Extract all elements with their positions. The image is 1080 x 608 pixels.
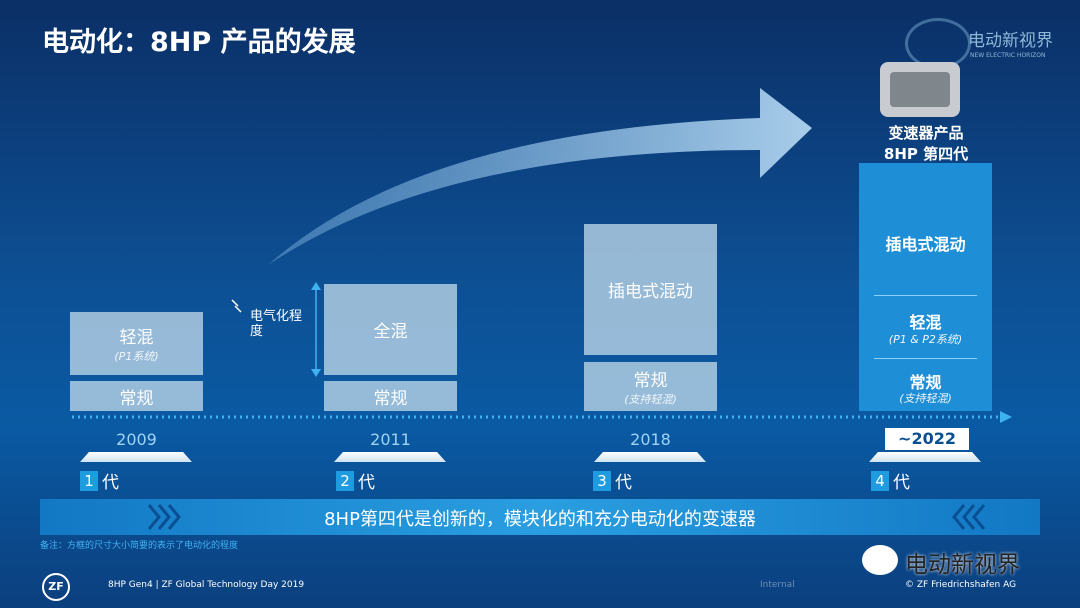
year: 2011 [370, 430, 411, 449]
gen-suffix: 代 [615, 473, 632, 493]
block-label: 常规 [373, 388, 408, 409]
footer-logo: ZF [42, 573, 70, 601]
footer-center: Internal [760, 580, 795, 590]
block-label: 常规 [119, 388, 154, 409]
banner-text: 8HP第四代是创新的，模块化的和充分电动化的变速器 [324, 509, 756, 530]
block-sub: (支持轻混) [899, 392, 952, 405]
gen-suffix: 代 [102, 473, 119, 493]
block: 常规 [324, 381, 457, 411]
block-label: 常规 [633, 371, 668, 391]
growth-arrow [268, 88, 812, 265]
block-label: 轻混 [909, 313, 942, 332]
note: 备注：方框的尺寸大小简要的表示了电动化的程度 [40, 541, 239, 551]
axis-head-top [311, 282, 321, 290]
footer-left: 8HP Gen4 | ZF Global Technology Day 2019 [108, 580, 305, 590]
block: 插电式混动 [584, 224, 717, 355]
divider [874, 295, 977, 296]
year-base [869, 452, 981, 462]
title: 电动化：8HP 产品的发展 [42, 27, 356, 58]
product-line1: 变速器产品 [888, 124, 964, 142]
gen-number: 4 [871, 470, 889, 491]
banner: 8HP第四代是创新的，模块化的和充分电动化的变速器 [40, 499, 1040, 535]
year-base [334, 452, 446, 462]
logo-name: 电动新视界 [968, 31, 1053, 51]
block: 轻混 (P1系统) [70, 312, 203, 375]
logo-tagline: NEW ELECTRIC HORIZON [970, 52, 1046, 59]
wechat-icon [862, 545, 898, 575]
footer-right: © ZF Friedrichshafen AG [905, 580, 1017, 590]
axis-label: 电气化程度 [250, 309, 303, 339]
block-label: 插电式混动 [608, 282, 693, 302]
gen4-box: 插电式混动 轻混 (P1 & P2系统) 常规 (支持轻混) [859, 163, 992, 411]
divider [874, 358, 977, 359]
chevrons-left [147, 504, 181, 530]
block: 常规 [70, 381, 203, 411]
block-label: 常规 [909, 373, 942, 392]
gen-suffix: 代 [893, 473, 910, 493]
year-base [594, 452, 706, 462]
product-image-detail [890, 72, 950, 107]
chevrons-right [952, 504, 986, 530]
year-base [80, 452, 192, 462]
gen-number: 3 [593, 470, 611, 491]
year: 2009 [116, 430, 157, 449]
block-sub: (P1 & P2系统) [888, 333, 963, 346]
block-label: 轻混 [119, 328, 154, 348]
block: 常规 (支持轻混) [584, 362, 717, 411]
watermark: 电动新视界 [905, 552, 1020, 578]
axis-head-bottom [311, 369, 321, 377]
block: 全混 [324, 284, 457, 375]
product-line2: 8HP 第四代 [883, 145, 969, 163]
block-sub: (P1系统) [114, 350, 159, 363]
block-sub: (支持轻混) [624, 393, 677, 406]
year: 2018 [630, 430, 671, 449]
timeline-head [1000, 411, 1012, 423]
block-label: 全混 [373, 322, 408, 342]
axis-icon [231, 299, 242, 313]
gen-number: 1 [80, 470, 98, 491]
gen-number: 2 [336, 470, 354, 491]
block-label: 插电式混动 [885, 235, 966, 254]
gen-suffix: 代 [358, 473, 375, 493]
year-highlight: ~2022 [885, 428, 969, 450]
